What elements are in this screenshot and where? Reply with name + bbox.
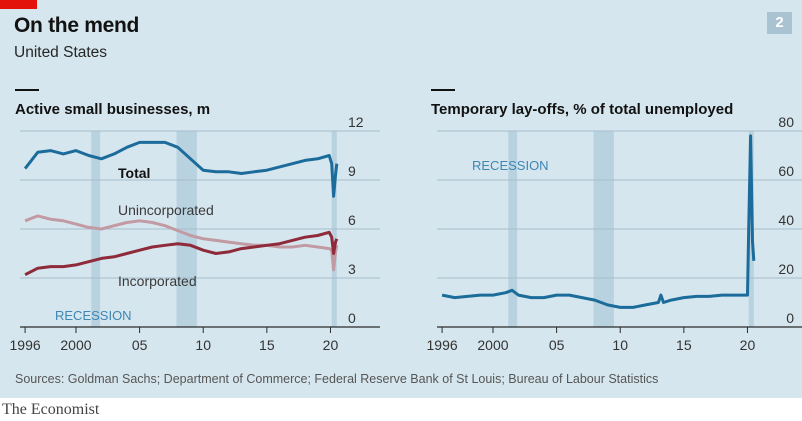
right-x-tick-label: 20 bbox=[740, 337, 756, 353]
left-series-line-unincorporated bbox=[24, 214, 339, 272]
chart-title: On the mend bbox=[14, 14, 140, 37]
brand-red-tag bbox=[0, 0, 37, 9]
source-note: Sources: Goldman Sachs; Department of Co… bbox=[15, 372, 659, 386]
right-x-tick-label: 05 bbox=[549, 337, 565, 353]
left-y-tick-label: 12 bbox=[348, 114, 364, 130]
right-y-tick-label: 40 bbox=[778, 212, 794, 228]
chart-number-badge: 2 bbox=[767, 12, 792, 34]
right-chart-title: Temporary lay-offs, % of total unemploye… bbox=[431, 89, 734, 118]
left-y-tick-label: 3 bbox=[348, 261, 356, 277]
right-x-tick-label: 15 bbox=[676, 337, 692, 353]
right-chart: 0 20 40 60 80 1996 2000 05 10 15 20 RECESSION bbox=[427, 114, 802, 353]
chart-panel bbox=[0, 0, 802, 398]
left-y-tick-label: 6 bbox=[348, 212, 356, 228]
right-y-tick-label: 20 bbox=[778, 261, 794, 277]
left-chart-title: Active small businesses, m bbox=[15, 89, 211, 118]
right-recession-label: RECESSION bbox=[472, 158, 549, 173]
left-x-tick-label: 1996 bbox=[10, 337, 41, 353]
right-x-tick-label: 10 bbox=[612, 337, 628, 353]
left-series-line-total bbox=[23, 140, 339, 198]
chart-subtitle: United States bbox=[14, 44, 108, 61]
right-y-tick-label: 0 bbox=[786, 310, 794, 326]
left-series-line-incorporated bbox=[24, 230, 339, 277]
left-series-label-incorporated: Incorporated bbox=[118, 273, 197, 289]
left-series-label-total: Total bbox=[118, 165, 150, 181]
left-chart: 0 3 6 9 12 1996 2000 05 10 15 20 RECESSION Total Unin… bbox=[10, 114, 380, 353]
left-y-tick-label: 0 bbox=[348, 310, 356, 326]
left-x-tick-label: 10 bbox=[195, 337, 211, 353]
left-x-tick-label: 2000 bbox=[60, 337, 91, 353]
right-y-tick-label: 60 bbox=[778, 163, 794, 179]
left-x-tick-label: 20 bbox=[323, 337, 339, 353]
left-x-tick-label: 15 bbox=[259, 337, 275, 353]
right-y-tick-label: 80 bbox=[778, 114, 794, 130]
left-x-tick-label: 05 bbox=[132, 337, 148, 353]
right-x-tick-label: 1996 bbox=[427, 337, 458, 353]
left-recession-label: RECESSION bbox=[55, 308, 132, 323]
economist-logo: The Economist bbox=[2, 401, 100, 418]
left-series-label-unincorporated: Unincorporated bbox=[118, 202, 214, 218]
left-y-tick-label: 9 bbox=[348, 163, 356, 179]
right-series-line-temporary-lay-offs bbox=[441, 134, 756, 309]
right-x-tick-label: 2000 bbox=[477, 337, 508, 353]
charts-canvas: 0 3 6 9 12 1996 2000 05 10 15 20 RECESSION Total Unin… bbox=[10, 114, 802, 353]
